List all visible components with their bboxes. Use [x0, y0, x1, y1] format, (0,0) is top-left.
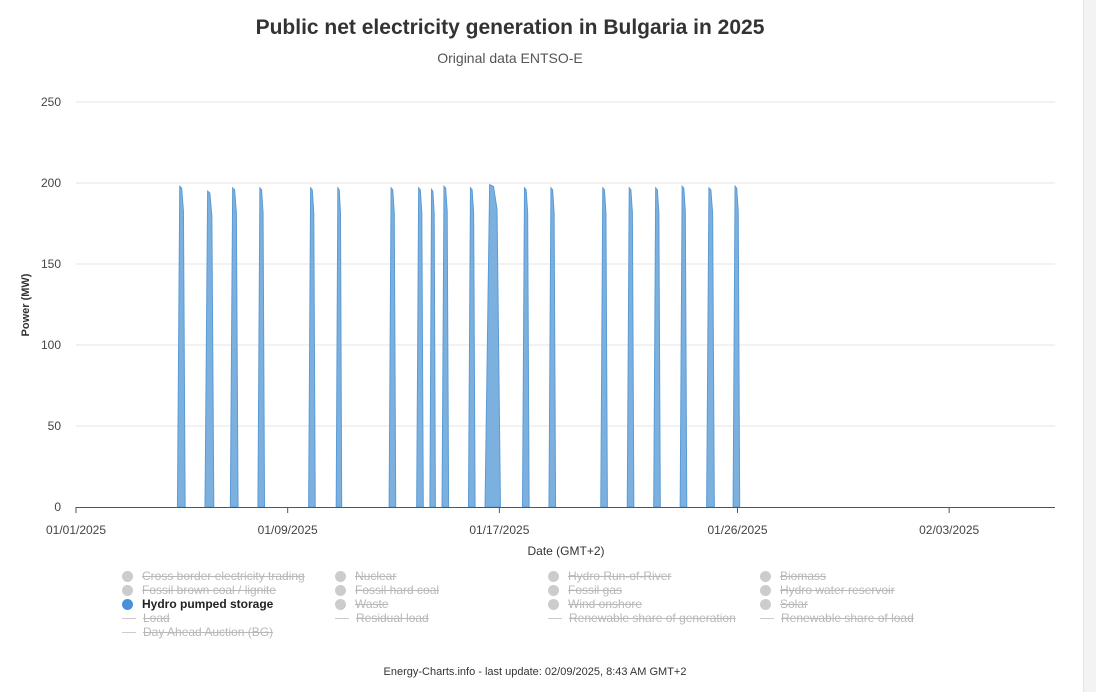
legend-item-hydro-pumped-storage[interactable]: Hydro pumped storage	[122, 597, 273, 611]
legend-item-fossil-gas[interactable]: Fossil gas	[548, 583, 622, 597]
legend-label: Hydro Run-of-River	[568, 569, 672, 583]
legend-label: Biomass	[780, 569, 827, 583]
legend-item-wind-onshore[interactable]: Wind onshore	[548, 597, 642, 611]
legend-dot-icon	[122, 584, 133, 596]
x-tick-label: 02/03/2025	[919, 523, 979, 537]
x-axis-label: Date (GMT+2)	[527, 544, 604, 558]
y-tick-labels: 0 50 100 150 200 250	[41, 95, 61, 514]
y-tick-label: 100	[41, 338, 61, 352]
y-tick-label: 50	[48, 419, 62, 433]
legend-label: Hydro water reservoir	[780, 583, 895, 597]
legend-item-waste[interactable]: Waste	[335, 597, 389, 611]
legend-item-hydro-run-of-river[interactable]: Hydro Run-of-River	[548, 569, 671, 583]
area-pulse	[484, 183, 501, 508]
x-tick-label: 01/26/2025	[707, 523, 767, 537]
area-pulse	[600, 186, 608, 508]
chart-subtitle: Original data ENTSO-E	[437, 50, 583, 66]
legend-dot-icon	[335, 584, 346, 596]
legend-line-icon	[335, 617, 349, 619]
legend-label: Fossil hard coal	[355, 583, 440, 597]
legend-item-solar[interactable]: Solar	[760, 597, 808, 611]
grid-lines	[76, 101, 1055, 427]
area-pulse	[229, 186, 239, 508]
series-area	[176, 183, 741, 508]
x-tick-label: 01/09/2025	[258, 523, 318, 537]
legend-item-residual-load[interactable]: Residual load	[335, 611, 429, 625]
area-pulse	[626, 186, 635, 508]
legend-item-load[interactable]: Load	[122, 611, 170, 625]
x-tick-label: 01/17/2025	[469, 523, 529, 537]
legend-label: Fossil gas	[568, 583, 623, 597]
chart-plot: 0 50 100 150 200 250 01/01/2025 01/09/2025 01/1…	[20, 95, 1055, 558]
area-pulse	[257, 186, 266, 508]
area-pulse	[548, 186, 557, 508]
legend-label: Fossil brown coal / lignite	[142, 583, 277, 597]
legend-dot-icon	[548, 598, 559, 610]
legend-line-icon	[548, 617, 562, 619]
legend-item-biomass[interactable]: Biomass	[760, 569, 826, 583]
area-pulse	[467, 186, 476, 508]
area-pulse	[521, 186, 530, 508]
legend-label: Renewable share of load	[781, 611, 914, 625]
x-tick-labels: 01/01/2025 01/09/2025 01/17/2025 01/26/2025…	[46, 507, 980, 537]
chart-title: Public net electricity generation in Bul…	[255, 16, 765, 39]
area-pulse	[176, 185, 186, 508]
legend-line-icon	[760, 617, 774, 619]
legend-item-cross-border-electricity-trading[interactable]: Cross border electricity trading	[122, 569, 305, 583]
area-pulse	[441, 184, 450, 508]
legend-label: Waste	[355, 597, 389, 611]
y-tick-label: 250	[41, 95, 61, 109]
area-pulse	[335, 186, 343, 508]
legend-dot-icon	[335, 570, 346, 582]
y-tick-label: 150	[41, 257, 61, 271]
legend-dot-icon	[760, 584, 771, 596]
x-tick-label: 01/01/2025	[46, 523, 106, 537]
legend-label: Load	[143, 611, 170, 625]
legend-dot-icon	[760, 598, 771, 610]
page-scrollbar[interactable]	[1083, 0, 1096, 692]
area-pulse	[308, 186, 316, 508]
legend-item-renewable-share-of-load[interactable]: Renewable share of load	[760, 611, 914, 625]
y-tick-label: 200	[41, 176, 61, 190]
legend-item-nuclear[interactable]: Nuclear	[335, 569, 396, 583]
legend-item-fossil-brown-coal-lignite[interactable]: Fossil brown coal / lignite	[122, 583, 276, 597]
area-pulse	[679, 184, 688, 508]
legend-label: Renewable share of generation	[569, 611, 736, 625]
area-pulse	[204, 189, 215, 508]
legend-label: Day Ahead Auction (BG)	[143, 625, 274, 639]
legend-item-hydro-water-reservoir[interactable]: Hydro water reservoir	[760, 583, 895, 597]
legend-line-icon	[122, 631, 136, 633]
legend-label: Cross border electricity trading	[142, 569, 305, 583]
legend-label: Solar	[780, 597, 809, 611]
legend-dot-icon	[548, 584, 559, 596]
legend-item-renewable-share-of-generation[interactable]: Renewable share of generation	[548, 611, 736, 625]
area-pulse	[416, 186, 424, 508]
area-pulse	[388, 186, 397, 508]
legend-label: Hydro pumped storage	[142, 597, 274, 611]
area-pulse	[706, 186, 715, 508]
legend-item-fossil-hard-coal[interactable]: Fossil hard coal	[335, 583, 439, 597]
footer-credit: Energy-Charts.info - last update: 02/09/…	[383, 666, 687, 678]
y-tick-label: 0	[54, 500, 61, 514]
legend-dot-icon	[122, 570, 133, 582]
legend-dot-icon	[548, 570, 559, 582]
area-pulse	[653, 186, 661, 508]
y-axis-label: Power (MW)	[20, 273, 32, 336]
legend-item-day-ahead-auction-bg[interactable]: Day Ahead Auction (BG)	[122, 625, 273, 639]
legend-label: Nuclear	[355, 569, 397, 583]
legend-dot-icon	[760, 570, 771, 582]
area-pulse	[429, 187, 436, 508]
legend-dot-icon	[122, 598, 133, 610]
legend-label: Residual load	[356, 611, 429, 625]
legend-dot-icon	[335, 598, 346, 610]
legend-line-icon	[122, 617, 136, 619]
legend-label: Wind onshore	[568, 597, 643, 611]
area-pulse	[732, 184, 741, 508]
